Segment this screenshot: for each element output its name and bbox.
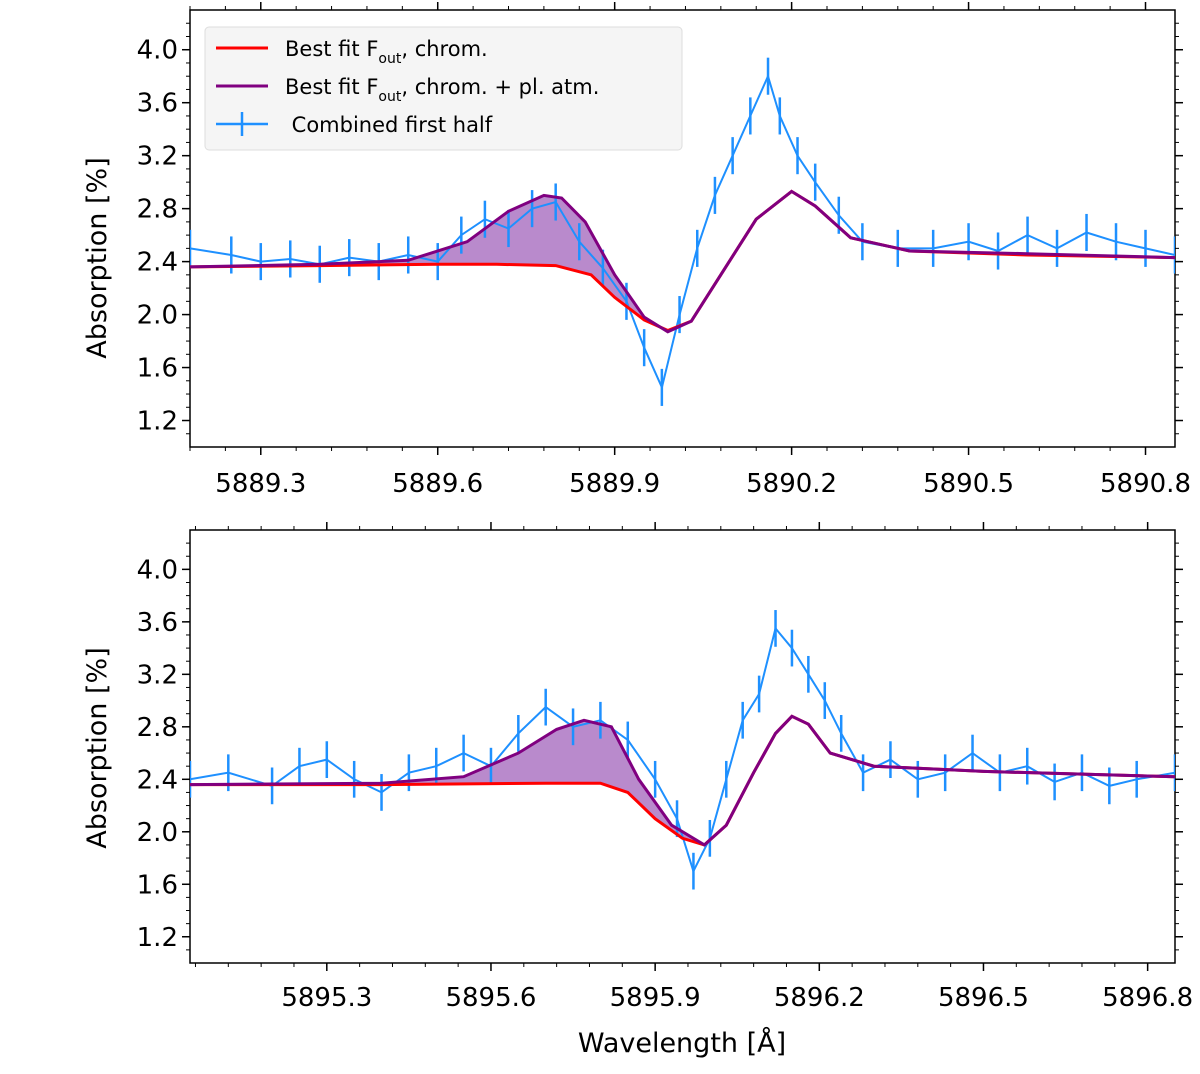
top-x-tick-label: 5889.9	[569, 469, 660, 499]
bottom-y-tick-label: 2.8	[137, 713, 178, 743]
top-y-tick-label: 3.6	[137, 89, 178, 119]
top-atm-model-line	[190, 189, 1175, 334]
top-y-axis-label: Absorption [%]	[82, 157, 113, 358]
bottom-panel: 5895.3 5895.6 5895.9 5896.2 5896.5 5896.8 1.2 1…	[82, 522, 1193, 1059]
bottom-y-axis-label: Absorption [%]	[82, 647, 113, 848]
bottom-y-tick-label: 3.6	[137, 608, 178, 638]
top-data-line	[190, 73, 1175, 391]
legend-label-atm: Best fit Fout, chrom. + pl. atm.	[285, 75, 599, 105]
bottom-axis-ticks: 5895.3 5895.6 5895.9 5896.2 5896.5 5896.8 1.2 1…	[137, 522, 1193, 1013]
top-y-tick-label: 2.0	[137, 301, 178, 331]
legend: Best fit Fout, chrom. Best fit Fout, chr…	[204, 26, 683, 151]
top-y-tick-label: 3.2	[137, 142, 178, 172]
top-axis-ticks: 5889.3 5889.6 5889.9 5890.2 5890.5 5890.8 1.2 1…	[137, 2, 1191, 499]
top-x-tick-label: 5890.5	[923, 469, 1014, 499]
x-axis-label: Wavelength [Å]	[578, 1027, 786, 1059]
top-y-tick-label: 1.2	[137, 407, 178, 437]
bottom-x-tick-label: 5895.9	[610, 983, 701, 1013]
bottom-x-tick-label: 5895.3	[281, 983, 372, 1013]
legend-label-chrom: Best fit Fout, chrom.	[285, 37, 488, 67]
top-panel: 5889.3 5889.6 5889.9 5890.2 5890.5 5890.8 1.2 1…	[82, 2, 1191, 499]
bottom-atm-model-line	[190, 714, 1175, 847]
top-y-tick-label: 2.4	[137, 248, 178, 278]
bottom-x-tick-label: 5895.6	[445, 983, 536, 1013]
bottom-plot-area	[189, 529, 1176, 964]
bottom-y-tick-label: 2.0	[137, 818, 178, 848]
legend-box	[204, 26, 683, 151]
top-x-tick-label: 5890.2	[746, 469, 837, 499]
bottom-x-tick-label: 5896.5	[938, 983, 1029, 1013]
top-x-tick-label: 5889.6	[392, 469, 483, 499]
bottom-y-tick-label: 4.0	[137, 555, 178, 585]
bottom-y-tick-label: 2.4	[137, 765, 178, 795]
bottom-y-tick-label: 3.2	[137, 660, 178, 690]
top-y-tick-label: 2.8	[137, 195, 178, 225]
bottom-x-tick-label: 5896.2	[774, 983, 865, 1013]
bottom-x-tick-label: 5896.8	[1102, 983, 1193, 1013]
top-y-tick-label: 4.0	[137, 36, 178, 66]
top-x-tick-label: 5889.3	[215, 469, 306, 499]
bottom-y-tick-label: 1.2	[137, 923, 178, 953]
top-x-tick-label: 5890.8	[1100, 469, 1191, 499]
top-y-tick-label: 1.6	[137, 354, 178, 384]
bottom-y-tick-label: 1.6	[137, 870, 178, 900]
legend-label-data: Combined first half	[285, 113, 493, 137]
